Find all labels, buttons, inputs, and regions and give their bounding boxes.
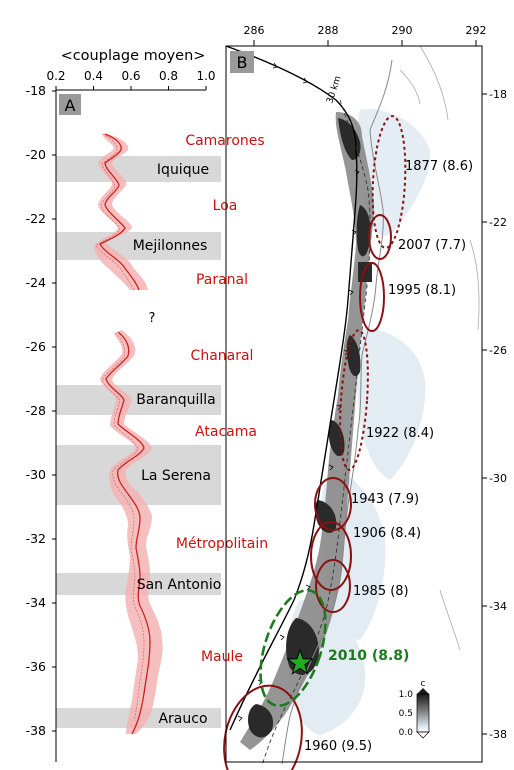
x-tick-label: 292 (466, 24, 487, 37)
panel-a-axis-title: <couplage moyen> (61, 48, 206, 64)
barrier-label: Baranquilla (136, 392, 215, 408)
earthquake-label: 1922 (8.4) (366, 426, 434, 441)
band-mejilonnes (56, 232, 221, 260)
panel-a: <couplage moyen> 0.2 0.4 0.6 0.8 1.0 -18… (26, 48, 268, 762)
colorbar-scale (416, 693, 430, 733)
y-tick-label: -26 (26, 339, 46, 354)
segment-label: Loa (213, 198, 238, 214)
y-tick-label: -30 (26, 467, 46, 482)
panel-a-y-tick-labels: -18 -20 -22 -24 -26 -28 -30 -32 -34 -36 … (26, 83, 46, 738)
barrier-label: Arauco (158, 711, 207, 727)
panel-b-y-tick-labels: -18 -22 -26 -30 -34 -38 (489, 88, 507, 741)
colorbar-label: c (421, 679, 426, 689)
segment-label: Paranal (196, 272, 248, 288)
earthquake-label: 1877 (8.6) (405, 159, 473, 174)
y-tick-label: -20 (26, 147, 46, 162)
rupture-1922 (339, 329, 369, 471)
coupling-curve-south-b (101, 332, 145, 722)
y-tick-label: -30 (489, 472, 507, 485)
panel-a-letter: A (65, 96, 76, 115)
y-tick-label: -38 (489, 728, 507, 741)
band-iquique (56, 156, 221, 182)
y-tick-label: -24 (26, 275, 46, 290)
earthquake-label-2010: 2010 (8.8) (328, 648, 409, 664)
y-tick-label: -34 (26, 595, 46, 610)
barrier-label: San Antonio (137, 577, 222, 593)
panel-a-x-ticks (55, 86, 207, 90)
earthquake-label: 1995 (8.1) (388, 283, 456, 298)
earthquake-label: 2007 (7.7) (398, 238, 466, 253)
question-mark: ? (149, 311, 156, 326)
rupture-1877 (371, 115, 407, 249)
x-tick-label: 1.0 (196, 69, 215, 83)
coupling-curve-south (105, 331, 151, 735)
panel-b: 30 km 1877 (8.6) 2007 (7.7) 1995 (8.1) 1… (223, 24, 507, 770)
y-tick-label: -34 (489, 600, 507, 613)
earthquake-label: 1943 (7.9) (351, 492, 419, 507)
y-tick-label: -18 (489, 88, 507, 101)
rupture-1906 (310, 521, 352, 591)
y-tick-label: -26 (489, 344, 507, 357)
panel-a-x-tick-labels: 0.2 0.4 0.6 0.8 1.0 (46, 69, 215, 83)
panel-b-frame (225, 45, 483, 763)
band-baranquilla (56, 385, 221, 415)
y-tick-label: -28 (26, 403, 46, 418)
colorbar-tick: 1.0 (399, 690, 414, 700)
rupture-2010 (259, 588, 327, 708)
y-tick-label: -18 (26, 83, 46, 98)
x-tick-label: 0.2 (46, 69, 65, 83)
x-tick-label: 290 (392, 24, 413, 37)
y-tick-label: -22 (489, 216, 507, 229)
y-tick-label: -22 (26, 211, 46, 226)
colorbar-top-triangle (417, 688, 429, 694)
colorbar-tick: 0.5 (399, 709, 413, 719)
coastline (281, 59, 393, 765)
earthquake-label: 1985 (8) (353, 584, 409, 599)
x-tick-label: 0.8 (159, 69, 178, 83)
colorbar-tick: 0.0 (399, 728, 414, 738)
coupling-curve-north-b (95, 133, 135, 291)
panel-b-x-tick-labels: 286 288 290 292 (244, 24, 487, 37)
panel-a-y-ticks (52, 90, 56, 732)
x-tick-label: 288 (318, 24, 339, 37)
epicenter-star-icon (286, 648, 314, 675)
panel-b-right-ticks (482, 93, 487, 735)
coupling-curve-north (99, 133, 140, 291)
barrier-labels: Iquique Mejilonnes Baranquilla La Serena… (133, 162, 222, 727)
x-tick-label: 0.4 (84, 69, 103, 83)
segment-label: Chanaral (191, 348, 254, 364)
earthquake-label: 1960 (9.5) (304, 739, 372, 754)
trench-line (225, 45, 358, 731)
rupture-1943 (314, 477, 352, 531)
panel-b-letter: B (237, 53, 248, 72)
colorbar-bottom-triangle (416, 731, 430, 739)
y-tick-label: -38 (26, 723, 46, 738)
y-tick-label: -32 (26, 531, 46, 546)
coupling-envelope-north (94, 134, 148, 290)
earthquake-labels: 1877 (8.6) 2007 (7.7) 1995 (8.1) 1922 (8… (304, 159, 473, 754)
x-tick-label: 0.6 (121, 69, 140, 83)
panel-a-letter-box (59, 94, 81, 115)
slab-contour-label: 30 km (325, 75, 343, 105)
panel-b-top-ticks (253, 40, 477, 46)
x-tick-label: 286 (244, 24, 265, 37)
earthquake-label: 1906 (8.4) (353, 526, 421, 541)
coupling-map-band (240, 112, 374, 750)
barrier-label: Mejilonnes (133, 238, 208, 254)
inland-features (399, 45, 480, 651)
rupture-2007 (368, 214, 392, 260)
slab-30km-contour (261, 99, 371, 767)
y-tick-label: -36 (26, 659, 46, 674)
segment-label: Maule (201, 649, 243, 665)
barrier-label: Iquique (157, 162, 209, 178)
segment-label: Métropolitain (176, 536, 268, 552)
coupling-envelope-south (100, 330, 163, 734)
panel-b-letter-box (230, 51, 254, 73)
segment-label: Camarones (185, 133, 264, 149)
colorbar: c 1.0 0.5 0.0 (399, 679, 430, 739)
rupture-1995 (359, 262, 385, 332)
rupture-1985 (315, 559, 351, 613)
barrier-label: La Serena (141, 468, 211, 484)
